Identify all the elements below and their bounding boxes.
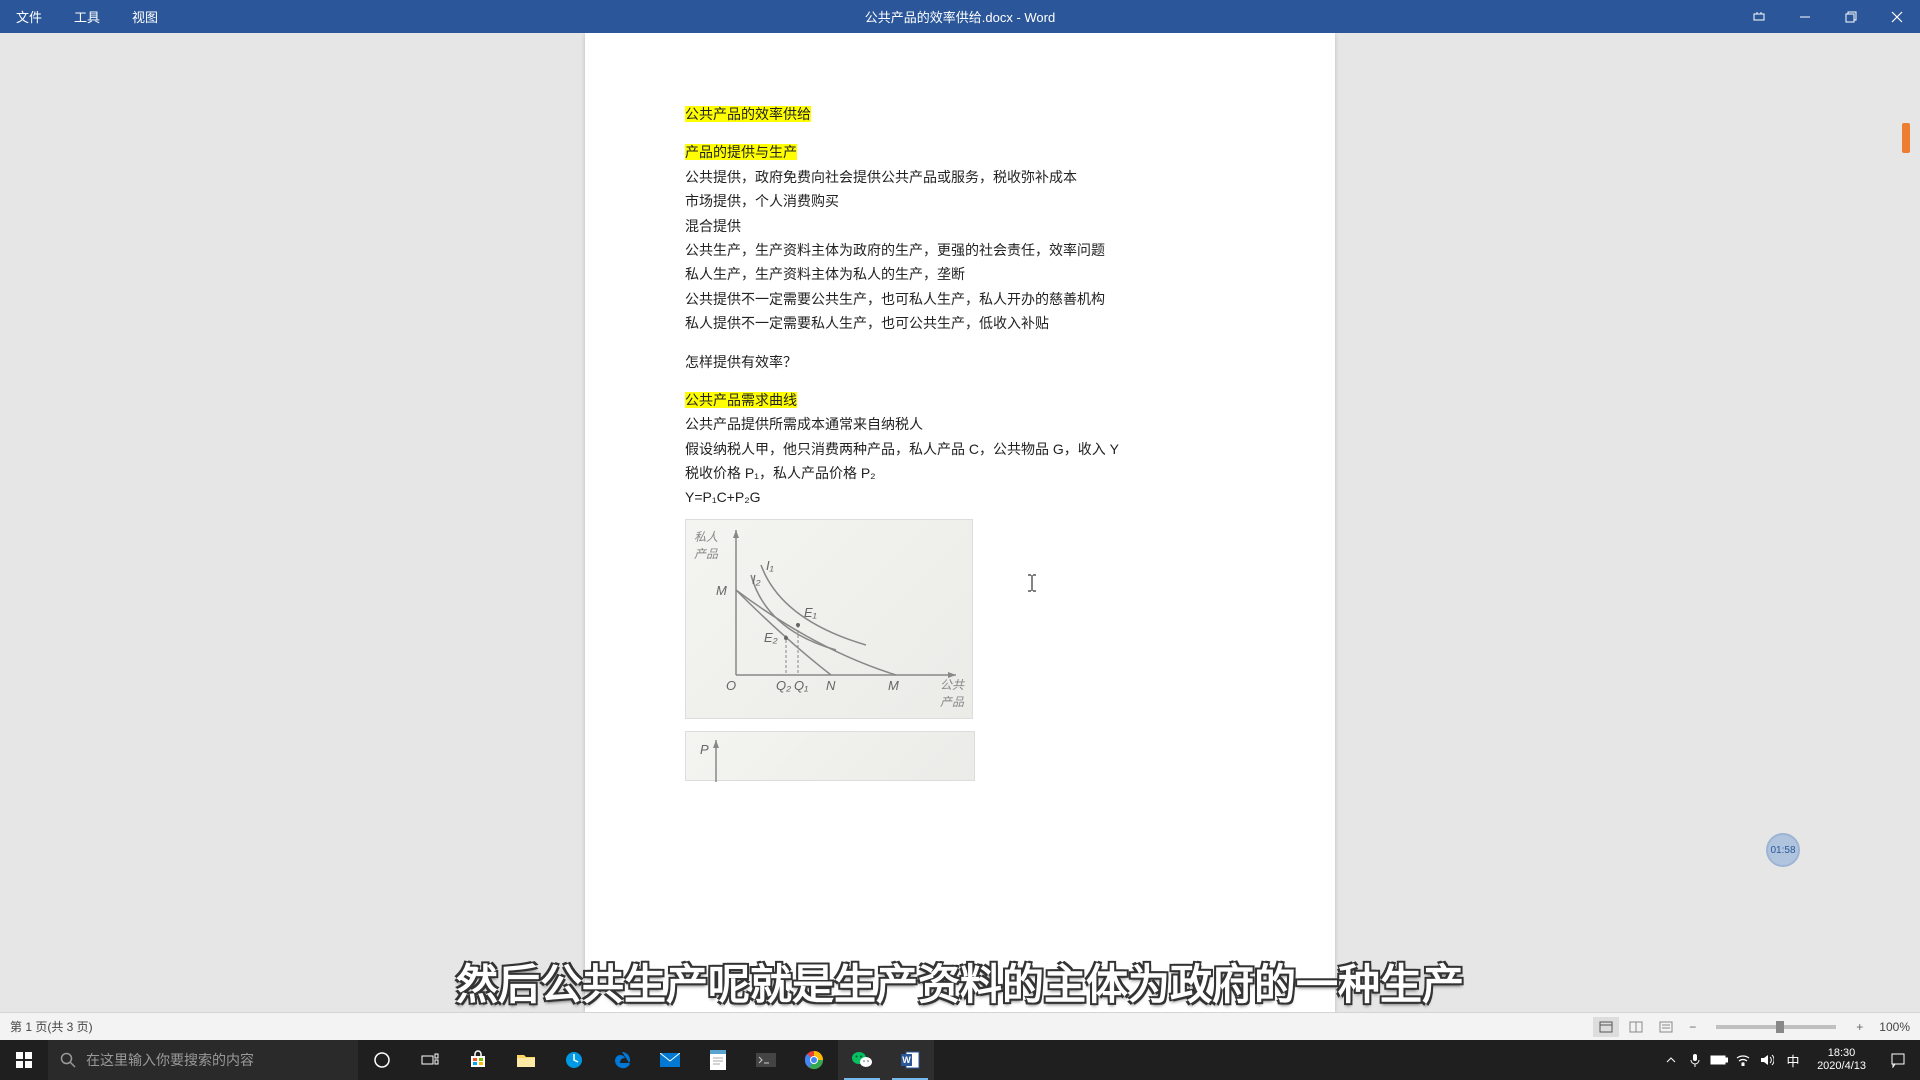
point-Q2: Q₂ — [776, 678, 791, 693]
taskbar-chrome[interactable] — [790, 1040, 838, 1080]
taskbar-wechat[interactable] — [838, 1040, 886, 1080]
origin-O: O — [726, 678, 736, 693]
body-text: 混合提供 — [685, 215, 1235, 237]
heading-3: 公共产品需求曲线 — [685, 392, 797, 408]
start-button[interactable] — [0, 1040, 48, 1080]
tray-battery-icon[interactable] — [1707, 1040, 1731, 1080]
titlebar: 文件 工具 视图 公共产品的效率供给.docx - Word — [0, 0, 1920, 33]
ribbon-display-button[interactable] — [1736, 0, 1782, 33]
maximize-button[interactable] — [1828, 0, 1874, 33]
point-E1: E₁ — [804, 605, 817, 620]
task-view-icon[interactable] — [406, 1040, 454, 1080]
minimize-button[interactable] — [1782, 0, 1828, 33]
body-text: 公共产品提供所需成本通常来自纳税人 — [685, 413, 1235, 435]
body-text: 怎样提供有效率？ — [685, 351, 1235, 373]
window-title: 公共产品的效率供给.docx - Word — [865, 7, 1055, 26]
menu-view[interactable]: 视图 — [116, 0, 174, 34]
taskbar-app-blue[interactable] — [550, 1040, 598, 1080]
body-text: 公共提供，政府免费向社会提供公共产品或服务，税收弥补成本 — [685, 166, 1235, 188]
taskbar-store[interactable] — [454, 1040, 502, 1080]
menu-file[interactable]: 文件 — [0, 0, 58, 34]
taskbar-edge[interactable] — [598, 1040, 646, 1080]
curve-I2: I₂ — [752, 572, 761, 587]
body-text: 市场提供，个人消费购买 — [685, 190, 1235, 212]
search-placeholder: 在这里输入你要搜索的内容 — [86, 1050, 254, 1070]
body-text: 税收价格 P₁，私人产品价格 P₂ — [685, 462, 1235, 484]
search-icon — [60, 1052, 76, 1068]
zoom-in-button[interactable]: + — [1850, 1020, 1869, 1034]
point-M-y: M — [716, 583, 727, 598]
zoom-level[interactable]: 100% — [1879, 1020, 1910, 1034]
page-indicator[interactable]: 第 1 页(共 3 页) — [10, 1018, 1593, 1035]
body-text: Y=P₁C+P₂G — [685, 486, 1235, 508]
document-area[interactable]: 公共产品的效率供给 产品的提供与生产 公共提供，政府免费向社会提供公共产品或服务… — [0, 33, 1920, 1012]
window-controls — [1736, 0, 1920, 33]
tray-notifications-icon[interactable] — [1876, 1040, 1920, 1080]
taskbar-search[interactable]: 在这里输入你要搜索的内容 — [48, 1040, 358, 1080]
heading-2: 产品的提供与生产 — [685, 144, 797, 160]
taskbar-mail[interactable] — [646, 1040, 694, 1080]
tray-chevron-icon[interactable] — [1659, 1040, 1683, 1080]
point-Q1: Q₁ — [794, 678, 808, 693]
body-text: 假设纳税人甲，他只消费两种产品，私人产品 C，公共物品 G，收入 Y — [685, 438, 1235, 460]
view-print-layout[interactable] — [1593, 1017, 1619, 1037]
economics-chart-2: P — [685, 731, 975, 781]
curve-I1: I₁ — [766, 558, 774, 573]
taskbar-explorer[interactable] — [502, 1040, 550, 1080]
menu-bar: 文件 工具 视图 — [0, 0, 174, 34]
system-tray: 中 18:30 2020/4/13 — [1659, 1040, 1920, 1080]
body-text: 公共生产，生产资料主体为政府的生产，更强的社会责任，效率问题 — [685, 239, 1235, 261]
scroll-thumb[interactable] — [1902, 123, 1910, 153]
y-axis-label: 私人产品 — [694, 528, 718, 562]
body-text: 私人生产，生产资料主体为私人的生产，垄断 — [685, 263, 1235, 285]
body-text: 私人提供不一定需要私人生产，也可公共生产，低收入补贴 — [685, 312, 1235, 334]
cortana-icon[interactable] — [358, 1040, 406, 1080]
y-axis-P: P — [700, 742, 709, 757]
close-button[interactable] — [1874, 0, 1920, 33]
taskbar-notepad[interactable] — [694, 1040, 742, 1080]
point-E2: E₂ — [764, 630, 778, 645]
text-cursor-icon — [1025, 573, 1039, 598]
tray-wifi-icon[interactable] — [1731, 1040, 1755, 1080]
body-text: 公共提供不一定需要公共生产，也可私人生产，私人开办的慈善机构 — [685, 288, 1235, 310]
zoom-out-button[interactable]: − — [1683, 1020, 1702, 1034]
economics-chart-1: 私人产品 公共产品 M I₁ I₂ E₁ E₂ O Q₂ Q₁ N M — [685, 519, 973, 719]
view-web-layout[interactable] — [1653, 1017, 1679, 1037]
taskbar: 在这里输入你要搜索的内容 W — [0, 1040, 1920, 1080]
recording-timer[interactable]: 01:58 — [1766, 833, 1800, 867]
svg-text:W: W — [902, 1055, 911, 1065]
taskbar-terminal[interactable] — [742, 1040, 790, 1080]
point-N: N — [826, 678, 835, 693]
tray-volume-icon[interactable] — [1755, 1040, 1779, 1080]
document-page[interactable]: 公共产品的效率供给 产品的提供与生产 公共提供，政府免费向社会提供公共产品或服务… — [585, 33, 1335, 1012]
statusbar: 第 1 页(共 3 页) − + 100% — [0, 1012, 1920, 1040]
menu-tools[interactable]: 工具 — [58, 0, 116, 34]
heading-1: 公共产品的效率供给 — [685, 106, 811, 122]
taskbar-word[interactable]: W — [886, 1040, 934, 1080]
tray-mic-icon[interactable] — [1683, 1040, 1707, 1080]
zoom-slider[interactable] — [1716, 1025, 1836, 1029]
point-M-x: M — [888, 678, 899, 693]
video-subtitle: 然后公共生产呢就是生产资料的主体为政府的一种生产 — [456, 951, 1464, 1012]
view-read-mode[interactable] — [1623, 1017, 1649, 1037]
x-axis-label: 公共产品 — [940, 676, 964, 710]
tray-ime[interactable]: 中 — [1779, 1040, 1807, 1080]
tray-clock[interactable]: 18:30 2020/4/13 — [1807, 1047, 1876, 1073]
